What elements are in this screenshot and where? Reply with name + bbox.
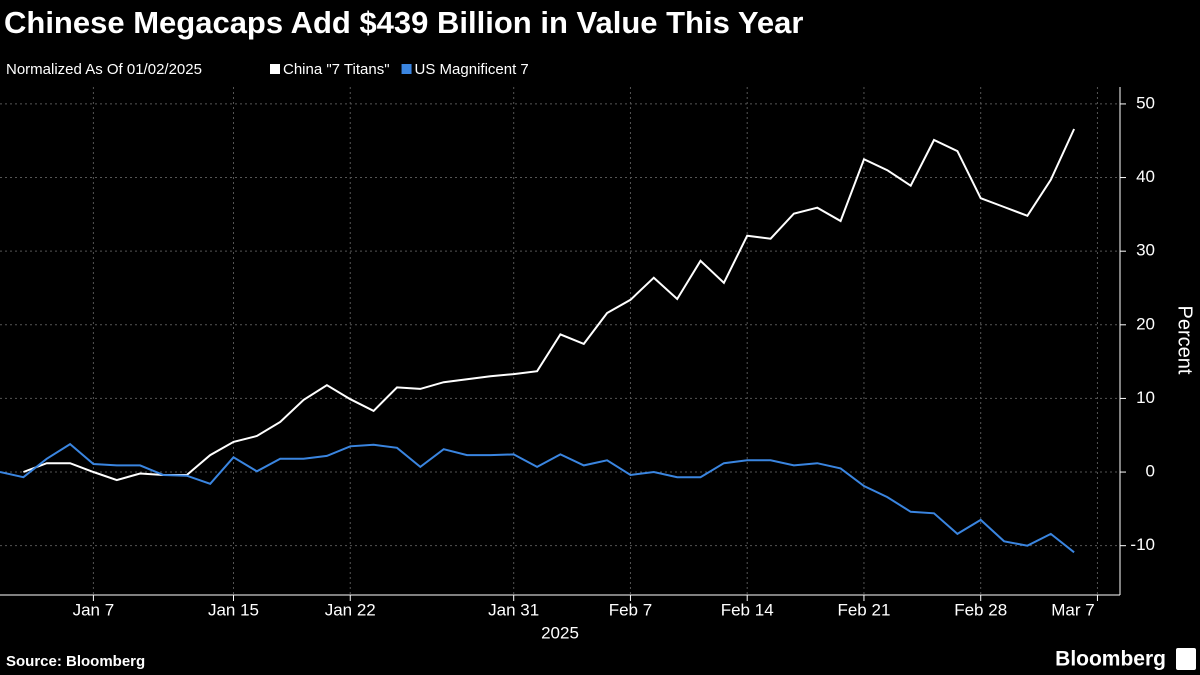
brand: Bloomberg <box>1055 648 1166 671</box>
x-tick-label: Jan 15 <box>208 600 259 619</box>
brand-icon <box>1176 648 1196 670</box>
y-tick-label: 0 <box>1146 462 1155 481</box>
x-tick-label: Feb 21 <box>837 600 890 619</box>
x-tick-label: Mar 7 <box>1051 600 1094 619</box>
y-tick-label: 40 <box>1136 167 1155 186</box>
y-tick-label: 20 <box>1136 314 1155 333</box>
y-tick-label: 50 <box>1136 93 1155 112</box>
legend-label: China "7 Titans" <box>283 61 390 78</box>
series-line <box>0 442 1075 554</box>
y-tick-label: -10 <box>1130 535 1155 554</box>
series-line <box>23 128 1076 482</box>
chart-subtitle: Normalized As Of 01/02/2025 <box>6 61 202 78</box>
source: Source: Bloomberg <box>6 653 145 670</box>
y-axis-label: Percent <box>1174 306 1196 375</box>
x-tick-label: Feb 14 <box>721 600 774 619</box>
legend-swatch <box>401 64 412 74</box>
y-tick-label: 10 <box>1136 388 1155 407</box>
chart-title: Chinese Megacaps Add $439 Billion in Val… <box>4 5 803 40</box>
legend-label: US Magnificent 7 <box>415 61 529 78</box>
x-tick-label: Jan 22 <box>325 600 376 619</box>
x-tick-label: Feb 7 <box>609 600 652 619</box>
x-tick-label: Jan 7 <box>73 600 115 619</box>
x-tick-label: Jan 31 <box>488 600 539 619</box>
x-axis-label: 2025 <box>541 623 579 642</box>
x-tick-label: Feb 28 <box>954 600 1007 619</box>
y-tick-label: 30 <box>1136 241 1155 260</box>
legend-swatch <box>270 64 280 74</box>
